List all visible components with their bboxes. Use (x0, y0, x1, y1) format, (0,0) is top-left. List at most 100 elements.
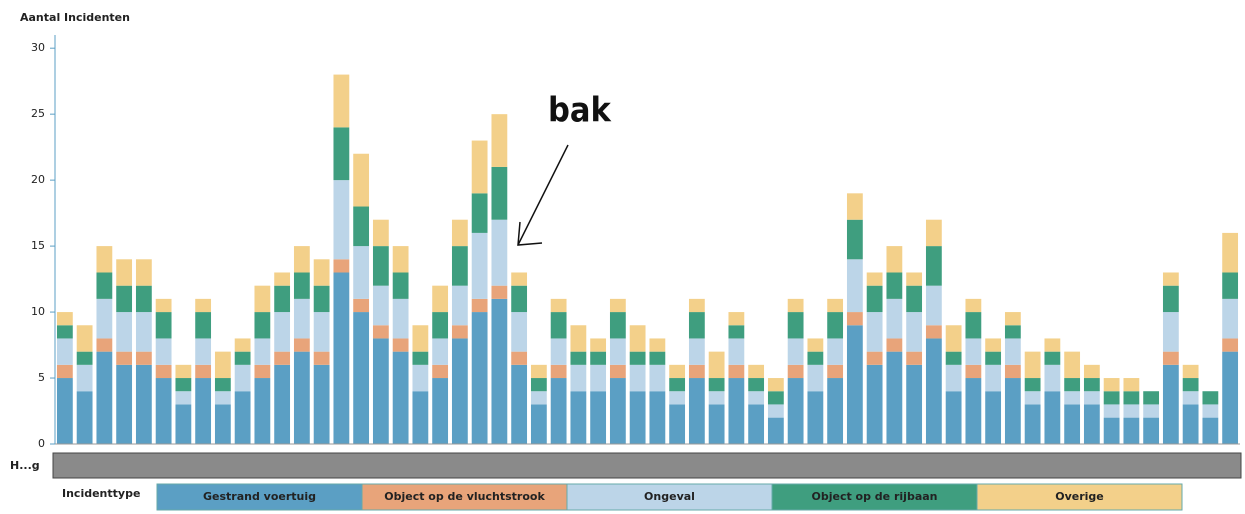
bar-segment (530, 364, 547, 379)
bar-segment (787, 338, 804, 365)
bar-segment (1044, 391, 1061, 444)
bar-segment (906, 312, 923, 352)
bar-segment (886, 338, 903, 352)
bar-segment (76, 391, 93, 444)
bar-segment (293, 272, 310, 299)
bar-segment (866, 364, 883, 444)
bar-segment (155, 364, 172, 379)
bar-segment (214, 378, 231, 392)
bar-segment (1182, 404, 1199, 444)
bar-segment (669, 364, 686, 379)
bar-segment (866, 285, 883, 313)
bar-segment (767, 404, 784, 418)
bar-segment (353, 153, 370, 207)
bar-segment (827, 312, 844, 339)
bar-segment (866, 351, 883, 365)
bar-segment (195, 378, 212, 444)
bar-segment (708, 351, 725, 379)
bar-segment (254, 364, 271, 379)
bar-segment (906, 272, 923, 286)
bar-segment (313, 312, 330, 352)
bar-segment (767, 378, 784, 392)
bar-segment (728, 364, 745, 379)
bar-segment (1143, 404, 1160, 418)
bar-segment (313, 351, 330, 365)
bar-segment (550, 312, 567, 339)
y-tick-label: 10 (31, 305, 45, 318)
bar-segment (353, 298, 370, 313)
bar-segment (1222, 272, 1239, 299)
bar-segment (254, 338, 271, 365)
bar-segment (293, 351, 310, 444)
bar-segment (353, 312, 370, 444)
bar-segment (688, 378, 705, 444)
bar-segment (333, 127, 350, 181)
bar-segment (886, 298, 903, 339)
bar-segment (1004, 312, 1021, 326)
bar-segment (827, 364, 844, 379)
bar-segment (728, 338, 745, 365)
scrollbar[interactable] (52, 452, 1242, 479)
bar-segment (846, 193, 863, 220)
bar-segment (1222, 232, 1239, 273)
bar-segment (1123, 417, 1140, 444)
bar-segment (96, 298, 113, 339)
bar-segment (1202, 404, 1219, 418)
bar-segment (155, 298, 172, 313)
bar-segment (985, 391, 1002, 444)
bar-segment (451, 325, 468, 339)
bar-segment (1044, 351, 1061, 365)
bar-segment (451, 219, 468, 247)
bar-segment (353, 246, 370, 299)
bar-segment (333, 74, 350, 128)
legend: Gestrand voertuig Object op de vluchtstro… (156, 483, 1183, 511)
bar-segment (629, 364, 646, 392)
bar-segment (748, 391, 765, 405)
bar-segment (511, 364, 528, 444)
bar-segment (451, 285, 468, 326)
bar-segment (1083, 391, 1100, 405)
bar-segment (925, 246, 942, 286)
bar-segment (925, 338, 942, 444)
bar-segment (728, 378, 745, 444)
bar-segment (787, 378, 804, 444)
bar-segment (293, 246, 310, 273)
bar-segment (76, 364, 93, 392)
bar-segment (372, 246, 389, 286)
annotation: bak (548, 91, 612, 131)
bar-segment (1004, 338, 1021, 365)
bar-segment (471, 232, 488, 299)
bar-segment (570, 325, 587, 352)
bar-segment (1222, 298, 1239, 339)
bar-segment (135, 351, 152, 365)
bar-segment (945, 391, 962, 444)
bar-segment (333, 272, 350, 444)
bar-segment (1024, 378, 1041, 392)
bar-segment (708, 391, 725, 405)
bar-segment (728, 325, 745, 339)
bar-segment (96, 246, 113, 273)
bar-segment (1024, 404, 1041, 444)
bar-segment (254, 312, 271, 339)
bar-segment (511, 351, 528, 365)
bar-segment (96, 338, 113, 352)
bar-segment (234, 391, 251, 444)
bar-segment (313, 259, 330, 286)
bar-segment (1083, 404, 1100, 444)
bar-segment (530, 404, 547, 444)
bar-segment (570, 351, 587, 365)
bar-segment (649, 338, 666, 352)
bar-segment (392, 298, 409, 339)
bar-segment (807, 364, 824, 392)
bar-segment (570, 364, 587, 392)
legend-label: Overige (1055, 490, 1104, 503)
bar-segment (609, 364, 626, 379)
legend-title: Incidenttype (62, 487, 140, 500)
bar-segment (432, 312, 449, 339)
bar-segment (688, 298, 705, 313)
bar-segment (1064, 404, 1081, 444)
legend-swatch (156, 483, 363, 511)
bar-segment (649, 364, 666, 392)
bar-segment (392, 246, 409, 273)
bar-segment (866, 312, 883, 352)
